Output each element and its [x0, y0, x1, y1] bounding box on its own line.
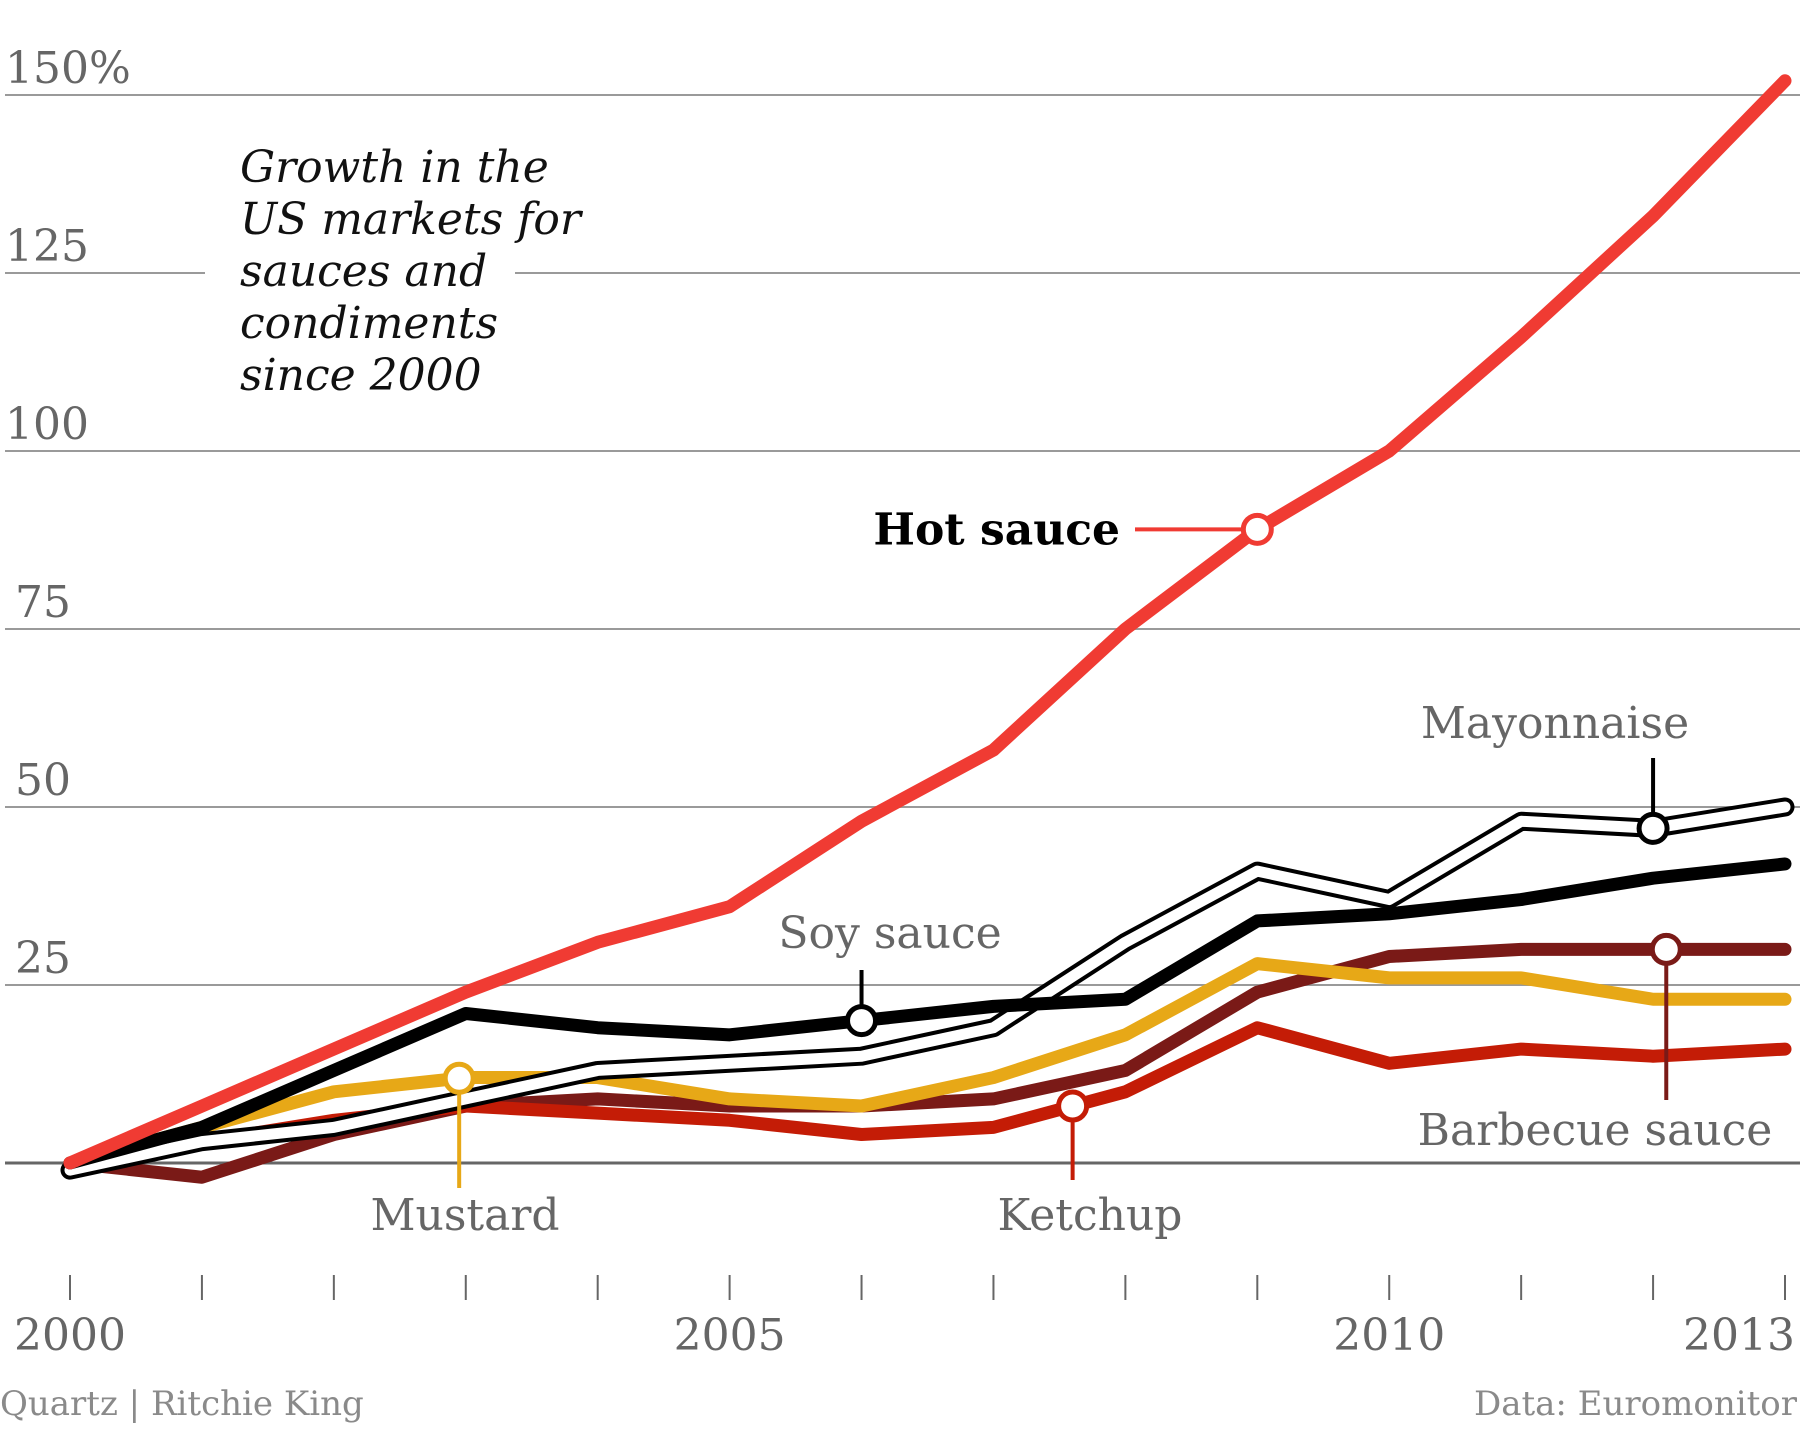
x-axis: 2000 2005 2010 2013 — [14, 1275, 1795, 1361]
hot-sauce-line — [63, 74, 1792, 1170]
soy-sauce-marker — [845, 1004, 879, 1038]
title-backdrop — [205, 130, 515, 410]
x-tick-label: 2005 — [674, 1310, 786, 1361]
credit-right: Data: Euromonitor — [1474, 1384, 1798, 1424]
y-tick-label: 75 — [15, 577, 71, 628]
x-tick-label: 2000 — [14, 1310, 126, 1361]
ketchup-label: Ketchup — [998, 1190, 1183, 1241]
y-tick-label: 50 — [15, 755, 71, 806]
hot-sauce-label: Hot sauce — [873, 504, 1120, 555]
mayonnaise-line-inner — [64, 801, 1791, 1176]
y-tick-label: 25 — [15, 933, 71, 984]
ketchup-marker — [1056, 1089, 1090, 1123]
y-tick-label: 150% — [5, 43, 131, 94]
y-axis-labels: 25 50 75 100 125 150% — [5, 43, 131, 984]
hot-sauce-marker — [1240, 512, 1274, 546]
soy-sauce-label: Soy sauce — [778, 908, 1001, 959]
mayonnaise-label: Mayonnaise — [1421, 698, 1689, 749]
mustard-line — [63, 957, 1792, 1170]
mustard-marker — [442, 1061, 476, 1095]
barbecue-sauce-label: Barbecue sauce — [1418, 1105, 1773, 1156]
mustard-label: Mustard — [370, 1190, 559, 1241]
series-lines — [60, 74, 1795, 1184]
x-tick-label: 2013 — [1683, 1310, 1795, 1361]
barbecue-sauce-marker — [1649, 932, 1683, 966]
series-labels: Hot sauce Soy sauce Mayonnaise Ketchup Musta… — [370, 504, 1772, 1241]
soy-sauce-line — [63, 857, 1792, 1170]
chart-title: Growth in the US markets for sauces and con… — [240, 142, 584, 401]
y-tick-label: 125 — [5, 221, 89, 272]
credit-left: Quartz | Ritchie King — [0, 1384, 364, 1424]
x-tick-label: 2010 — [1333, 1310, 1445, 1361]
y-tick-label: 100 — [5, 399, 89, 450]
mayonnaise-marker — [1636, 811, 1670, 845]
